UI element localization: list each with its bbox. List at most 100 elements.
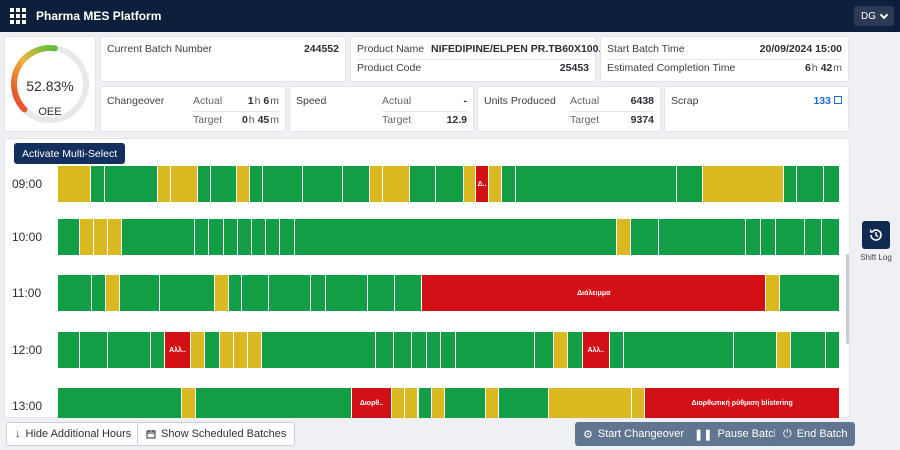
- timeline-segment-running[interactable]: [435, 166, 464, 202]
- timeline-segment-idle[interactable]: [703, 166, 784, 202]
- timeline-segment-running[interactable]: [791, 332, 826, 368]
- timeline-segment-running[interactable]: [122, 219, 196, 255]
- timeline-segment-running[interactable]: [210, 166, 237, 202]
- timeline-segment-running[interactable]: [58, 388, 183, 418]
- timeline-segment-running[interactable]: [823, 166, 840, 202]
- timeline-segment-running[interactable]: [733, 332, 777, 368]
- timeline-segment-running[interactable]: [343, 166, 370, 202]
- timeline-segment-idle[interactable]: [106, 275, 120, 311]
- user-menu-button[interactable]: DG: [854, 6, 894, 26]
- timeline-segment-running[interactable]: [325, 275, 368, 311]
- timeline-segment-running[interactable]: [760, 219, 776, 255]
- timeline-segment-idle[interactable]: [405, 388, 419, 418]
- timeline-segment-running[interactable]: [445, 388, 486, 418]
- timeline-segment-idle[interactable]: [631, 388, 646, 418]
- timeline-segment-running[interactable]: [499, 388, 550, 418]
- timeline-segment-running[interactable]: [567, 332, 583, 368]
- timeline-segment-idle[interactable]: [553, 332, 568, 368]
- timeline-segment-running[interactable]: [659, 219, 747, 255]
- timeline-segment-running[interactable]: [822, 219, 840, 255]
- timeline-segment-idle[interactable]: [463, 166, 476, 202]
- timeline-segment-running[interactable]: [58, 332, 80, 368]
- timeline-segment-running[interactable]: [280, 219, 295, 255]
- timeline-segment-idle[interactable]: [431, 388, 446, 418]
- timeline-segment-idle[interactable]: [369, 166, 383, 202]
- timeline-segment-running[interactable]: [303, 166, 344, 202]
- timeline-segment-running[interactable]: [630, 219, 660, 255]
- timeline-segment-idle[interactable]: [171, 166, 198, 202]
- timeline-segment-running[interactable]: [252, 219, 267, 255]
- timeline-segment-stop[interactable]: Αλλ..: [582, 332, 611, 368]
- timeline-segment-running[interactable]: [610, 332, 625, 368]
- timeline-segment-idle[interactable]: [236, 166, 251, 202]
- timeline-segment-running[interactable]: [228, 275, 243, 311]
- timeline-segment-idle[interactable]: [219, 332, 234, 368]
- timeline-segment-stop[interactable]: Διορθ..: [352, 388, 392, 418]
- timeline-segment-running[interactable]: [150, 332, 166, 368]
- timeline-segment-stop[interactable]: Διορθωτική ρύθμιση blistering: [645, 388, 840, 418]
- timeline-segment-running[interactable]: [195, 219, 210, 255]
- timeline-segment-idle[interactable]: [616, 219, 631, 255]
- timeline-segment-idle[interactable]: [391, 388, 406, 418]
- timeline-segment-running[interactable]: [394, 332, 413, 368]
- timeline-segment-running[interactable]: [535, 332, 554, 368]
- timeline-segment-running[interactable]: [263, 166, 304, 202]
- timeline-segment-running[interactable]: [502, 166, 517, 202]
- timeline-segment-stop[interactable]: Διάλειμμα: [422, 275, 767, 311]
- timeline-segment-idle[interactable]: [93, 219, 109, 255]
- pause-batch-button[interactable]: ❚❚ Pause Batch: [686, 422, 788, 446]
- timeline-segment-idle[interactable]: [158, 166, 172, 202]
- timeline-segment-running[interactable]: [58, 219, 80, 255]
- timeline-segment-running[interactable]: [105, 166, 159, 202]
- timeline-segment-running[interactable]: [783, 166, 797, 202]
- timeline-segment-idle[interactable]: [776, 332, 792, 368]
- timeline-segment-running[interactable]: [266, 219, 281, 255]
- timeline-segment-running[interactable]: [804, 219, 823, 255]
- timeline-segment-running[interactable]: [624, 332, 734, 368]
- start-changeover-button[interactable]: ⚙ Start Changeover: [575, 422, 693, 446]
- timeline-segment-running[interactable]: [250, 166, 264, 202]
- timeline-segment-running[interactable]: [79, 332, 108, 368]
- timeline-segment-idle[interactable]: [248, 332, 263, 368]
- timeline-segment-idle[interactable]: [215, 275, 229, 311]
- timeline-segment-running[interactable]: [676, 166, 704, 202]
- timeline-segment-running[interactable]: [197, 166, 211, 202]
- timeline-segment-running[interactable]: [395, 275, 423, 311]
- timeline-segment-running[interactable]: [196, 388, 353, 418]
- timeline-segment-running[interactable]: [455, 332, 536, 368]
- timeline-segment-running[interactable]: [160, 275, 216, 311]
- hide-additional-hours-button[interactable]: ↓ Hide Additional Hours: [6, 422, 141, 446]
- timeline-segment-running[interactable]: [294, 219, 617, 255]
- timeline-segment-running[interactable]: [91, 166, 106, 202]
- timeline-segment-idle[interactable]: [190, 332, 205, 368]
- timeline-segment-running[interactable]: [412, 332, 427, 368]
- timeline-segment-running[interactable]: [209, 219, 224, 255]
- timeline-segment-running[interactable]: [58, 275, 93, 311]
- timeline-segment-running[interactable]: [223, 219, 238, 255]
- timeline-segment-running[interactable]: [796, 166, 824, 202]
- timeline-segment-running[interactable]: [367, 275, 396, 311]
- timeline-segment-idle[interactable]: [485, 388, 500, 418]
- timeline-segment-running[interactable]: [119, 275, 161, 311]
- timeline-segment-idle[interactable]: [489, 166, 503, 202]
- timeline-segment-idle[interactable]: [382, 166, 410, 202]
- timeline-segment-idle[interactable]: [233, 332, 249, 368]
- timeline-segment-running[interactable]: [107, 332, 151, 368]
- timeline-segment-idle[interactable]: [58, 166, 92, 202]
- timeline-segment-running[interactable]: [237, 219, 253, 255]
- timeline-scrollbar[interactable]: [846, 254, 849, 344]
- timeline-segment-running[interactable]: [262, 332, 376, 368]
- timeline-segment-idle[interactable]: [182, 388, 197, 418]
- end-batch-button[interactable]: ⏻ End Batch: [775, 422, 856, 446]
- timeline-segment-running[interactable]: [204, 332, 220, 368]
- timeline-segment-running[interactable]: [746, 219, 761, 255]
- timeline-segment-running[interactable]: [426, 332, 441, 368]
- timeline-segment-running[interactable]: [409, 166, 436, 202]
- timeline-segment-stop[interactable]: Δ..: [475, 166, 490, 202]
- timeline-segment-running[interactable]: [440, 332, 456, 368]
- timeline-segment-idle[interactable]: [79, 219, 94, 255]
- timeline-segment-running[interactable]: [92, 275, 107, 311]
- timeline-segment-idle[interactable]: [108, 219, 123, 255]
- timeline-segment-running[interactable]: [825, 332, 840, 368]
- timeline-segment-running[interactable]: [269, 275, 312, 311]
